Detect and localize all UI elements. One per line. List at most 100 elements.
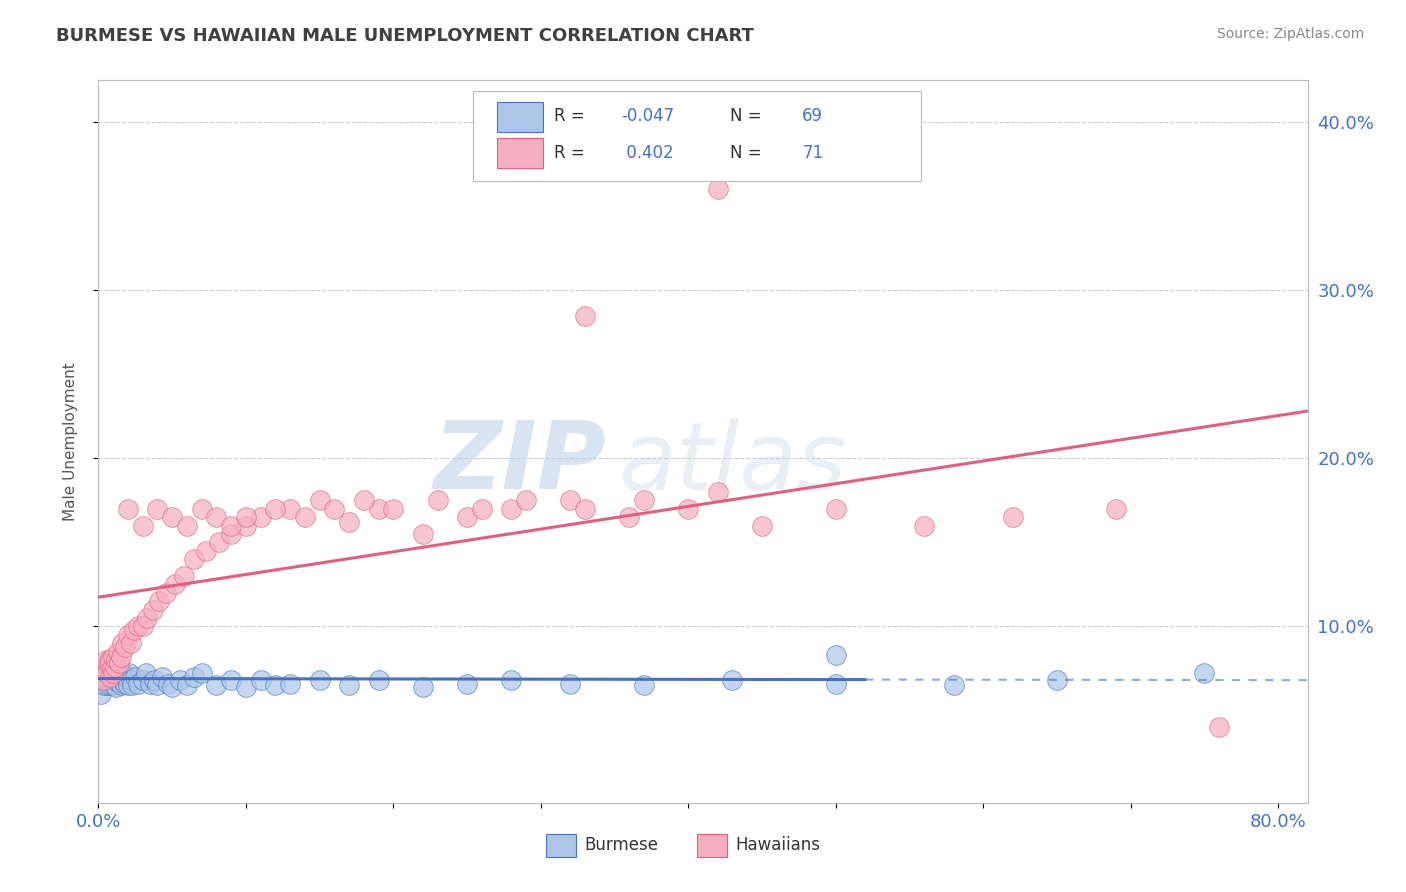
Point bbox=[574, 501, 596, 516]
Point bbox=[471, 501, 494, 516]
FancyBboxPatch shape bbox=[498, 102, 543, 132]
Point bbox=[294, 510, 316, 524]
Point bbox=[235, 510, 257, 524]
Text: R =: R = bbox=[554, 107, 585, 126]
Point bbox=[93, 678, 115, 692]
Point bbox=[1105, 501, 1128, 516]
Point bbox=[97, 653, 120, 667]
Point bbox=[114, 640, 136, 654]
Point bbox=[98, 678, 121, 692]
Point bbox=[96, 678, 118, 692]
Point bbox=[501, 501, 523, 516]
Point bbox=[515, 493, 537, 508]
Point bbox=[105, 680, 128, 694]
Point bbox=[619, 510, 641, 524]
Point bbox=[110, 678, 132, 692]
Point bbox=[100, 661, 122, 675]
Point bbox=[353, 493, 375, 508]
Point bbox=[110, 649, 132, 664]
Point bbox=[560, 676, 582, 690]
Point bbox=[101, 653, 124, 667]
Point bbox=[426, 493, 449, 508]
Point bbox=[117, 501, 139, 516]
Point bbox=[108, 673, 131, 687]
Point bbox=[90, 670, 112, 684]
Point bbox=[146, 501, 169, 516]
Text: R =: R = bbox=[554, 144, 585, 161]
Point bbox=[633, 493, 655, 508]
Text: atlas: atlas bbox=[619, 417, 846, 508]
Point bbox=[150, 670, 173, 684]
Point bbox=[824, 676, 846, 690]
Text: Source: ZipAtlas.com: Source: ZipAtlas.com bbox=[1216, 27, 1364, 41]
Point bbox=[139, 676, 162, 690]
Point bbox=[120, 636, 142, 650]
Point bbox=[1046, 673, 1069, 687]
Point bbox=[264, 678, 287, 692]
Point bbox=[105, 666, 128, 681]
Point bbox=[98, 665, 121, 679]
Text: 71: 71 bbox=[803, 144, 824, 161]
Point bbox=[751, 518, 773, 533]
Point bbox=[131, 518, 153, 533]
Point bbox=[560, 493, 582, 508]
Point bbox=[121, 678, 143, 692]
Point bbox=[176, 518, 198, 533]
Point bbox=[308, 673, 330, 687]
Text: ZIP: ZIP bbox=[433, 417, 606, 509]
Point bbox=[101, 666, 124, 681]
Point bbox=[111, 673, 134, 687]
Point bbox=[156, 676, 179, 690]
Point bbox=[678, 501, 700, 516]
Point bbox=[107, 661, 129, 675]
Point bbox=[308, 493, 330, 508]
Point bbox=[721, 673, 744, 687]
Point bbox=[219, 518, 242, 533]
Point bbox=[100, 661, 122, 675]
Point bbox=[1001, 510, 1024, 524]
Point bbox=[136, 611, 159, 625]
Point bbox=[195, 543, 218, 558]
Point bbox=[118, 666, 141, 681]
Point bbox=[107, 674, 129, 689]
Point bbox=[942, 678, 965, 692]
Point bbox=[367, 673, 389, 687]
Point bbox=[148, 594, 170, 608]
Point bbox=[456, 510, 478, 524]
Point bbox=[824, 501, 846, 516]
Point bbox=[323, 501, 346, 516]
Point bbox=[143, 673, 166, 687]
Point bbox=[100, 673, 122, 687]
Point bbox=[117, 628, 139, 642]
Point bbox=[98, 670, 121, 684]
Text: -0.047: -0.047 bbox=[621, 107, 673, 126]
Point bbox=[219, 527, 242, 541]
Point bbox=[249, 510, 271, 524]
FancyBboxPatch shape bbox=[697, 834, 727, 857]
Point bbox=[135, 666, 157, 681]
Point bbox=[1208, 720, 1230, 734]
Point bbox=[155, 586, 177, 600]
Point bbox=[205, 510, 228, 524]
Point bbox=[337, 678, 360, 692]
Point bbox=[1194, 666, 1216, 681]
Point bbox=[124, 670, 146, 684]
Point bbox=[160, 680, 183, 694]
Point bbox=[278, 676, 301, 690]
Point bbox=[104, 659, 127, 673]
FancyBboxPatch shape bbox=[474, 91, 921, 181]
Point bbox=[97, 663, 120, 677]
Point bbox=[91, 670, 114, 684]
Text: 0.402: 0.402 bbox=[621, 144, 673, 161]
Point bbox=[110, 665, 132, 679]
Point bbox=[205, 678, 228, 692]
Point bbox=[456, 676, 478, 690]
Point bbox=[98, 655, 121, 669]
Point bbox=[122, 623, 145, 637]
Point bbox=[235, 680, 257, 694]
Point bbox=[131, 673, 153, 687]
FancyBboxPatch shape bbox=[498, 138, 543, 169]
Point bbox=[706, 485, 728, 500]
Point bbox=[367, 501, 389, 516]
Point bbox=[160, 510, 183, 524]
